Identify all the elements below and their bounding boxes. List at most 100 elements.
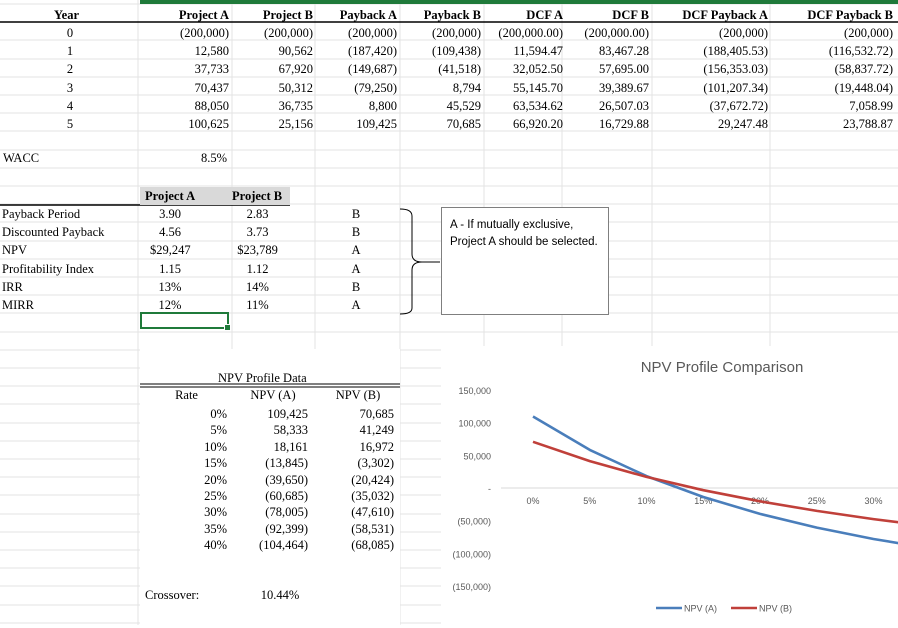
cashflow-cell[interactable]: 7,058.99 xyxy=(849,98,893,113)
metric-choice[interactable]: A xyxy=(351,243,361,258)
metric-value-a[interactable]: 1.15 xyxy=(159,261,181,276)
metric-value-a[interactable]: 4.56 xyxy=(159,225,181,240)
cashflow-cell[interactable]: 0 xyxy=(66,26,74,40)
metric-value-b[interactable]: 1.12 xyxy=(246,261,269,276)
cashflow-cell[interactable]: (200,000) xyxy=(844,26,893,40)
cashflow-cell[interactable]: 25,156 xyxy=(278,117,313,131)
cashflow-cell[interactable]: (200,000.00) xyxy=(584,26,649,40)
npv-rate[interactable]: 40% xyxy=(204,538,227,553)
metric-value-a[interactable]: 3.90 xyxy=(159,207,181,221)
npv-value-a[interactable]: 18,161 xyxy=(273,439,308,454)
npv-rate[interactable]: 5% xyxy=(210,423,227,438)
cashflow-cell[interactable]: 36,735 xyxy=(278,98,313,113)
npv-value-b[interactable]: (35,032) xyxy=(351,489,394,503)
npv-value-a[interactable]: (104,464) xyxy=(259,538,308,553)
metric-value-a[interactable]: 13% xyxy=(158,279,182,294)
npv-rate[interactable]: 15% xyxy=(204,456,227,471)
metric-value-b[interactable]: 2.83 xyxy=(246,207,269,221)
cashflow-cell[interactable]: 2 xyxy=(66,62,74,77)
cashflow-cell[interactable]: (41,518) xyxy=(438,62,481,77)
npv-value-b[interactable]: 70,685 xyxy=(359,407,394,421)
npv-value-b[interactable]: (58,531) xyxy=(351,521,394,536)
cashflow-cell[interactable]: (200,000.00) xyxy=(498,26,563,40)
cashflow-cell[interactable]: 45,529 xyxy=(446,98,481,113)
npv-value-b[interactable]: (20,424) xyxy=(351,472,394,487)
cashflow-cell[interactable]: (109,438) xyxy=(432,44,481,59)
cashflow-cell[interactable]: 8,800 xyxy=(368,98,397,113)
metric-choice[interactable]: B xyxy=(351,207,361,221)
npv-rate[interactable]: 0% xyxy=(210,407,227,421)
npv-value-b[interactable]: (68,085) xyxy=(351,538,394,553)
npv-value-a[interactable]: 109,425 xyxy=(267,407,308,421)
cashflow-cell[interactable]: 39,389.67 xyxy=(599,80,649,95)
cashflow-cell[interactable]: 37,733 xyxy=(194,62,229,77)
metric-choice[interactable]: B xyxy=(351,225,361,240)
npv-value-a[interactable]: (60,685) xyxy=(265,489,308,503)
selected-cell[interactable] xyxy=(140,312,231,331)
cashflow-cell[interactable]: 88,050 xyxy=(194,98,229,113)
cashflow-cell[interactable]: 109,425 xyxy=(356,117,397,131)
cashflow-cell[interactable]: (200,000) xyxy=(348,26,397,40)
cashflow-cell[interactable]: (200,000) xyxy=(264,26,313,40)
npv-value-a[interactable]: 58,333 xyxy=(273,423,308,438)
cashflow-cell[interactable]: 23,788.87 xyxy=(843,117,893,131)
npv-rate[interactable]: 35% xyxy=(204,521,227,536)
cashflow-cell[interactable]: 29,247.48 xyxy=(718,117,768,131)
cashflow-cell[interactable]: 70,437 xyxy=(194,80,229,95)
cashflow-cell[interactable]: (156,353.03) xyxy=(703,62,768,77)
cashflow-cell[interactable]: 5 xyxy=(66,117,74,131)
crossover-value[interactable]: 10.44% xyxy=(260,588,300,602)
metric-choice[interactable]: A xyxy=(351,298,361,312)
npv-rate[interactable]: 10% xyxy=(204,439,227,454)
npv-value-b[interactable]: 41,249 xyxy=(359,423,394,438)
npv-value-b[interactable]: (47,610) xyxy=(351,505,394,520)
cashflow-cell[interactable]: 11,594.47 xyxy=(513,44,563,59)
cashflow-cell[interactable]: 66,920.20 xyxy=(513,117,563,131)
npv-rate[interactable]: 30% xyxy=(204,505,227,520)
npv-value-a[interactable]: (78,005) xyxy=(265,505,308,520)
metric-value-a[interactable]: $29,247 xyxy=(150,243,191,258)
cashflow-cell[interactable]: 26,507.03 xyxy=(599,98,649,113)
npv-value-a[interactable]: (13,845) xyxy=(265,456,308,471)
cashflow-cell[interactable]: (19,448.04) xyxy=(834,80,893,95)
cashflow-cell[interactable]: 3 xyxy=(66,80,74,95)
cashflow-cell[interactable]: (149,687) xyxy=(348,62,397,77)
cashflow-cell[interactable]: 4 xyxy=(66,98,74,113)
cashflow-cell[interactable]: (101,207.34) xyxy=(703,80,768,95)
metric-value-b[interactable]: 11% xyxy=(246,298,269,312)
npv-rate[interactable]: 20% xyxy=(204,472,227,487)
cashflow-cell[interactable]: 55,145.70 xyxy=(513,80,563,95)
cashflow-cell[interactable]: (200,000) xyxy=(180,26,229,40)
metric-value-b[interactable]: 14% xyxy=(246,279,269,294)
metric-value-b[interactable]: $23,789 xyxy=(237,243,278,258)
npv-value-b[interactable]: (3,302) xyxy=(357,456,394,471)
metric-choice[interactable]: A xyxy=(351,261,361,276)
cashflow-cell[interactable]: 63,534.62 xyxy=(513,98,563,113)
cashflow-cell[interactable]: 57,695.00 xyxy=(599,62,649,77)
cashflow-cell[interactable]: (187,420) xyxy=(348,44,397,59)
cashflow-cell[interactable]: (116,532.72) xyxy=(828,44,893,59)
cashflow-cell[interactable]: 8,794 xyxy=(452,80,481,95)
metric-value-b[interactable]: 3.73 xyxy=(246,225,269,240)
cashflow-cell[interactable]: (200,000) xyxy=(432,26,481,40)
cashflow-cell[interactable]: 67,920 xyxy=(278,62,313,77)
cashflow-cell[interactable]: 12,580 xyxy=(194,44,229,59)
cashflow-cell[interactable]: 70,685 xyxy=(446,117,481,131)
npv-value-b[interactable]: 16,972 xyxy=(359,439,394,454)
wacc-value[interactable]: 8.5% xyxy=(200,151,227,165)
cashflow-cell[interactable]: (200,000) xyxy=(719,26,768,40)
cashflow-cell[interactable]: 83,467.28 xyxy=(599,44,649,59)
cashflow-cell[interactable]: (58,837.72) xyxy=(834,62,893,77)
cashflow-cell[interactable]: 90,562 xyxy=(278,44,313,59)
npv-value-a[interactable]: (92,399) xyxy=(265,521,308,536)
npv-value-a[interactable]: (39,650) xyxy=(265,472,308,487)
metric-choice[interactable]: B xyxy=(351,279,361,294)
cashflow-cell[interactable]: (37,672.72) xyxy=(709,98,768,113)
cashflow-cell[interactable]: 100,625 xyxy=(188,117,229,131)
metric-value-a[interactable]: 12% xyxy=(158,298,182,312)
cashflow-cell[interactable]: (188,405.53) xyxy=(703,44,768,59)
cashflow-cell[interactable]: 32,052.50 xyxy=(513,62,563,77)
cashflow-cell[interactable]: 16,729.88 xyxy=(599,117,649,131)
npv-rate[interactable]: 25% xyxy=(204,489,227,503)
cashflow-cell[interactable]: 1 xyxy=(66,44,74,59)
